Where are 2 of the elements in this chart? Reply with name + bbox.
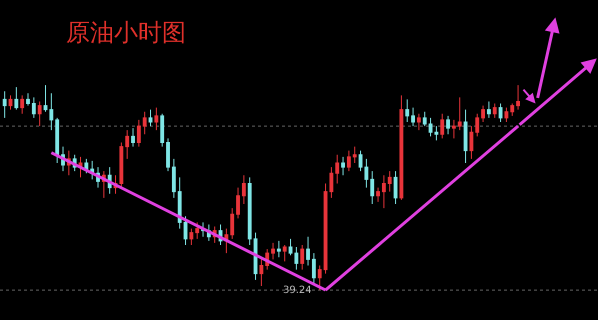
chart-title: 原油小时图 — [66, 18, 186, 46]
annotation: 39.24 — [283, 285, 312, 296]
